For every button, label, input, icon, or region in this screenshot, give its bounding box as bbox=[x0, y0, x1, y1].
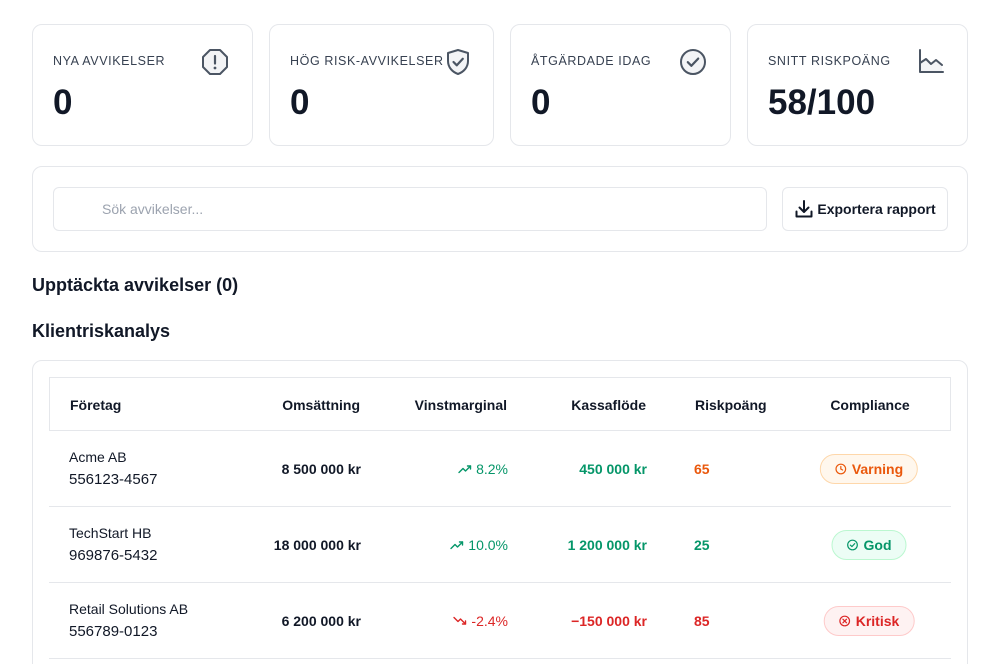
cashflow-value: 450 000 kr bbox=[579, 461, 647, 477]
status-badge-warning: Varning bbox=[819, 454, 919, 484]
company-org-number: 556123-4567 bbox=[69, 471, 158, 488]
column-header-margin[interactable]: Vinstmarginal bbox=[414, 397, 507, 413]
line-chart-icon bbox=[919, 49, 944, 73]
column-header-cashflow[interactable]: Kassaflöde bbox=[571, 397, 646, 413]
stat-card-avg-risk: SNITT RISKPOÄNG 58/100 bbox=[747, 24, 968, 146]
stat-value: 0 bbox=[290, 83, 310, 122]
status-label: Kritisk bbox=[855, 613, 900, 629]
column-header-company[interactable]: Företag bbox=[70, 397, 122, 413]
stat-card-resolved-today: ÅTGÄRDADE IDAG 0 bbox=[510, 24, 731, 146]
trend-down-icon bbox=[453, 616, 467, 625]
margin-cell: 8.2% bbox=[458, 461, 508, 477]
margin-value: 8.2% bbox=[476, 461, 508, 477]
margin-cell: -2.4% bbox=[453, 613, 508, 629]
risk-score: 85 bbox=[694, 613, 710, 629]
revenue-value: 8 500 000 kr bbox=[281, 461, 361, 477]
trend-up-icon bbox=[458, 465, 472, 474]
stat-label: ÅTGÄRDADE IDAG bbox=[531, 54, 652, 68]
search-input[interactable] bbox=[53, 187, 767, 231]
check-circle-icon bbox=[847, 539, 858, 551]
company-name: Retail Solutions AB bbox=[69, 601, 189, 617]
company-org-number: 556789-0123 bbox=[69, 623, 158, 640]
risk-score: 65 bbox=[694, 461, 710, 477]
company-name: Acme AB bbox=[69, 449, 127, 465]
table-row[interactable]: Retail Solutions AB 556789-0123 6 200 00… bbox=[49, 583, 951, 659]
check-circle-icon bbox=[680, 49, 706, 75]
stat-label: HÖG RISK-AVVIKELSER bbox=[290, 54, 444, 68]
x-circle-icon bbox=[839, 615, 851, 627]
deviations-title: Upptäckta avvikelser (0) bbox=[32, 275, 239, 295]
status-badge-critical: Kritisk bbox=[823, 606, 915, 636]
stat-value: 0 bbox=[53, 83, 73, 122]
column-header-revenue[interactable]: Omsättning bbox=[282, 397, 360, 413]
status-label: God bbox=[863, 537, 892, 553]
table-header: Företag Omsättning Vinstmarginal Kassafl… bbox=[49, 377, 951, 431]
trend-up-icon bbox=[450, 541, 464, 550]
stat-label: SNITT RISKPOÄNG bbox=[768, 54, 891, 68]
cashflow-value: −150 000 kr bbox=[571, 613, 647, 629]
stats-row: NYA AVVIKELSER 0 HÖG RISK-AVVIKELSER 0 Å… bbox=[32, 24, 968, 146]
company-org-number: 969876-5432 bbox=[69, 547, 158, 564]
status-label: Varning bbox=[851, 461, 904, 477]
table-row[interactable]: Acme AB 556123-4567 8 500 000 kr 8.2% 45… bbox=[49, 431, 951, 507]
clock-icon bbox=[835, 463, 847, 475]
table-row[interactable]: TechStart HB 969876-5432 18 000 000 kr 1… bbox=[49, 507, 951, 583]
download-icon bbox=[795, 200, 813, 218]
margin-value: -2.4% bbox=[471, 613, 508, 629]
cashflow-value: 1 200 000 kr bbox=[567, 537, 647, 553]
stat-value: 0 bbox=[531, 83, 551, 122]
risk-score: 25 bbox=[694, 537, 710, 553]
status-badge-good: God bbox=[831, 530, 907, 560]
client-risk-table: Företag Omsättning Vinstmarginal Kassafl… bbox=[32, 360, 968, 664]
search-panel: Exportera rapport bbox=[32, 166, 968, 252]
revenue-value: 18 000 000 kr bbox=[273, 537, 361, 553]
alert-octagon-icon bbox=[202, 49, 228, 75]
stat-card-new-deviations: NYA AVVIKELSER 0 bbox=[32, 24, 253, 146]
margin-value: 10.0% bbox=[468, 537, 508, 553]
analysis-title: Klientriskanalys bbox=[32, 321, 171, 341]
company-name: TechStart HB bbox=[69, 525, 152, 541]
stat-card-high-risk: HÖG RISK-AVVIKELSER 0 bbox=[269, 24, 494, 146]
margin-cell: 10.0% bbox=[450, 537, 508, 553]
revenue-value: 6 200 000 kr bbox=[281, 613, 361, 629]
export-report-button[interactable]: Exportera rapport bbox=[782, 187, 948, 231]
column-header-compliance[interactable]: Compliance bbox=[830, 397, 910, 413]
stat-label: NYA AVVIKELSER bbox=[53, 54, 166, 68]
stat-value: 58/100 bbox=[768, 83, 876, 122]
shield-check-icon bbox=[447, 49, 469, 75]
column-header-risk[interactable]: Riskpoäng bbox=[695, 397, 767, 413]
export-report-label: Exportera rapport bbox=[817, 201, 936, 217]
